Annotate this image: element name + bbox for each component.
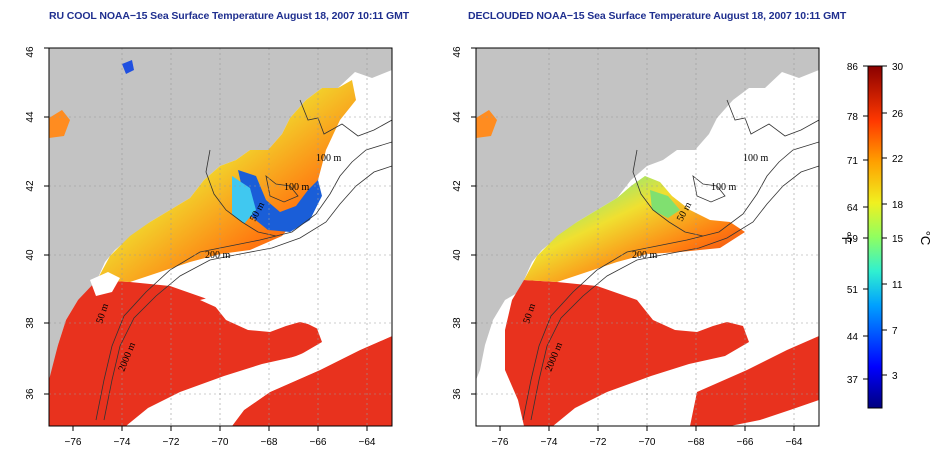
colorbar-f-tick-label: 44 — [847, 332, 859, 343]
left-graticule — [49, 48, 392, 426]
right-lon-tick-label: −66 — [737, 437, 754, 448]
left-cloud-band — [200, 190, 392, 330]
left-cyan-patch — [232, 176, 256, 224]
left-lon-tick-label: −66 — [310, 437, 327, 448]
left-contour-label-100m-b: 100 m — [284, 182, 310, 193]
colorbar-c-tick-label: 30 — [892, 62, 904, 73]
right-lat-tick-label: 44 — [452, 111, 463, 123]
right-map-title: DECLOUDED NOAA−15 Sea Surface Temperatur… — [468, 10, 847, 22]
colorbar-c-tick-label: 11 — [892, 280, 903, 291]
left-lon-tick-label: −68 — [261, 437, 278, 448]
left-lat-tick-label: 36 — [25, 388, 36, 400]
left-lon-tick-label: −70 — [212, 437, 229, 448]
left-bathymetry-contours — [95, 99, 392, 421]
left-lat-tick-label: 46 — [25, 46, 36, 58]
left-blue-speck — [122, 60, 134, 74]
colorbar-f-tick-label: 71 — [847, 156, 859, 167]
right-lon-tick-label: −64 — [786, 437, 803, 448]
colorbar-f-tick-label: 86 — [847, 62, 859, 73]
colorbar: 86 78 71 64 59 51 44 37 30 26 22 18 15 1… — [839, 62, 933, 409]
left-lat-tick-label: 40 — [25, 249, 36, 261]
right-shelf-water — [524, 176, 745, 282]
colorbar-f-tick-label: 37 — [847, 375, 859, 386]
right-lon-tick-label: −72 — [590, 437, 607, 448]
left-lat-tick-label: 44 — [25, 111, 36, 123]
left-lat-tick-label: 42 — [25, 180, 36, 192]
left-map: 100 m 100 m 50 m 200 m 50 m 2000 m −76 −… — [25, 46, 393, 448]
colorbar-f-tick-label: 64 — [847, 203, 859, 214]
colorbar-f-tick-label: 78 — [847, 112, 859, 123]
left-shelf-water — [97, 80, 356, 282]
left-lon-tick-label: −76 — [65, 437, 82, 448]
left-cloud-nearshore — [90, 272, 120, 296]
colorbar-f-tick-label: 59 — [847, 234, 859, 245]
left-map-title: RU COOL NOAA−15 Sea Surface Temperature … — [49, 10, 410, 22]
left-cold-patch — [238, 170, 322, 232]
colorbar-fahrenheit-unit: °F — [839, 231, 854, 244]
left-lon-tick-label: −64 — [359, 437, 376, 448]
right-map: 100 m 100 m 50 m 200 m 50 m 2000 m −76 −… — [452, 46, 820, 448]
left-lat-tick-label: 38 — [25, 317, 36, 329]
left-cloud-south — [150, 322, 392, 426]
left-warm-patch-east — [232, 336, 392, 426]
right-lat-tick-label: 42 — [452, 180, 463, 192]
right-green-patch — [650, 190, 680, 218]
right-lat-tick-label: 40 — [452, 249, 463, 261]
right-lon-tick-label: −76 — [492, 437, 509, 448]
left-lon-tick-label: −74 — [114, 437, 131, 448]
right-contour-label-100m: 100 m — [743, 153, 769, 164]
right-contour-label-200m: 200 m — [632, 250, 658, 261]
right-warm-patch-east — [690, 336, 819, 426]
right-warm-water — [505, 280, 749, 426]
left-warm-water — [49, 280, 322, 426]
right-graticule — [476, 48, 819, 426]
left-contour-label-100m: 100 m — [316, 153, 342, 164]
colorbar-c-tick-label: 18 — [892, 200, 904, 211]
right-lon-tick-label: −70 — [639, 437, 656, 448]
left-axis-ticks — [44, 47, 368, 431]
colorbar-ticks — [863, 65, 887, 380]
colorbar-gradient — [867, 65, 883, 409]
left-cloud-east — [300, 110, 392, 240]
right-axis-ticks — [471, 47, 795, 431]
right-lat-tick-label: 38 — [452, 317, 463, 329]
right-lon-tick-label: −74 — [541, 437, 558, 448]
right-bathymetry-contours — [522, 99, 819, 421]
right-lon-tick-label: −68 — [688, 437, 705, 448]
left-contour-label-200m: 200 m — [205, 250, 231, 261]
left-land — [49, 48, 392, 380]
right-lat-tick-label: 36 — [452, 388, 463, 400]
colorbar-c-tick-label: 26 — [892, 109, 904, 120]
colorbar-c-tick-label: 7 — [892, 326, 898, 337]
left-lon-tick-label: −72 — [163, 437, 180, 448]
right-land — [476, 48, 819, 380]
colorbar-c-tick-label: 22 — [892, 154, 904, 165]
right-lat-tick-label: 46 — [452, 46, 463, 58]
colorbar-c-tick-label: 3 — [892, 371, 898, 382]
colorbar-c-tick-label: 15 — [892, 234, 904, 245]
colorbar-celsius-unit: °C — [918, 231, 933, 246]
colorbar-f-tick-label: 51 — [847, 285, 859, 296]
right-contour-label-100m-b: 100 m — [711, 182, 737, 193]
